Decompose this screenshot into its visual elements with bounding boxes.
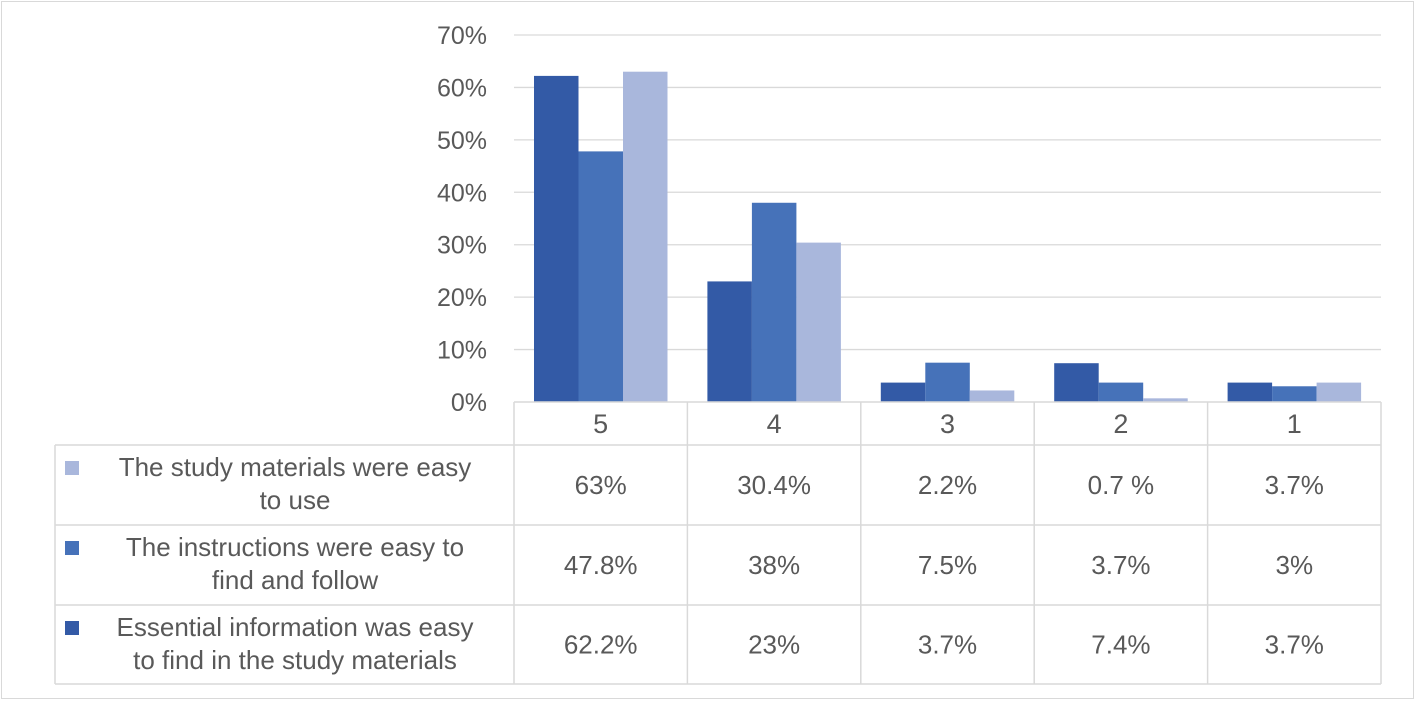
data-label: 3.7% bbox=[1091, 550, 1150, 580]
bars bbox=[534, 71, 1362, 402]
y-tick-label: 50% bbox=[437, 127, 487, 155]
data-label: 38% bbox=[748, 550, 800, 580]
bar bbox=[534, 75, 579, 402]
data-label: 7.4% bbox=[1091, 630, 1150, 660]
y-tick-label: 70% bbox=[437, 22, 487, 50]
x-tick-label: 4 bbox=[767, 409, 782, 439]
bar bbox=[1143, 398, 1188, 402]
bar bbox=[1227, 382, 1273, 402]
x-tick-label: 2 bbox=[1113, 409, 1128, 439]
legend-label: to find in the study materials bbox=[133, 645, 457, 675]
bar bbox=[880, 382, 926, 402]
legend-label: to use bbox=[260, 485, 331, 515]
y-tick-label: 20% bbox=[437, 284, 487, 312]
bar bbox=[969, 390, 1015, 402]
data-label: 0.7 % bbox=[1088, 470, 1155, 500]
bar bbox=[1098, 382, 1144, 402]
bar bbox=[925, 362, 970, 402]
y-tick-label: 40% bbox=[437, 179, 487, 207]
legend-label: find and follow bbox=[212, 565, 378, 595]
data-label: 3.7% bbox=[1265, 470, 1324, 500]
data-label: 3% bbox=[1276, 550, 1314, 580]
y-tick-label: 10% bbox=[437, 337, 487, 365]
y-tick-label: 30% bbox=[437, 232, 487, 260]
bar bbox=[1316, 382, 1362, 402]
bar bbox=[707, 281, 752, 402]
legend-key bbox=[65, 621, 79, 635]
data-label: 62.2% bbox=[564, 630, 638, 660]
bar bbox=[1272, 386, 1317, 402]
data-label: 3.7% bbox=[1265, 630, 1324, 660]
data-label: 3.7% bbox=[918, 630, 977, 660]
legend-key bbox=[65, 541, 79, 555]
data-label: 63% bbox=[575, 470, 627, 500]
y-axis-tick-labels: 0% 10% 20% 30% 40% 50% 60% 70% bbox=[437, 22, 487, 417]
data-label: 47.8% bbox=[564, 550, 638, 580]
x-tick-label: 5 bbox=[593, 409, 608, 439]
y-tick-label: 0% bbox=[451, 389, 487, 417]
data-label: 2.2% bbox=[918, 470, 977, 500]
data-label: 23% bbox=[748, 630, 800, 660]
bar bbox=[1054, 363, 1099, 402]
x-tick-label: 3 bbox=[940, 409, 955, 439]
legend-label: The study materials were easy bbox=[119, 452, 472, 482]
data-label: 7.5% bbox=[918, 550, 977, 580]
bar bbox=[751, 202, 797, 402]
data-label: 30.4% bbox=[737, 470, 811, 500]
bar bbox=[578, 151, 623, 402]
legend-label: The instructions were easy to bbox=[126, 532, 464, 562]
y-tick-label: 60% bbox=[437, 74, 487, 102]
bar bbox=[796, 242, 841, 402]
x-tick-label: 1 bbox=[1287, 409, 1302, 439]
legend-key bbox=[65, 461, 79, 475]
bar bbox=[623, 71, 668, 402]
legend-label: Essential information was easy bbox=[117, 612, 474, 642]
